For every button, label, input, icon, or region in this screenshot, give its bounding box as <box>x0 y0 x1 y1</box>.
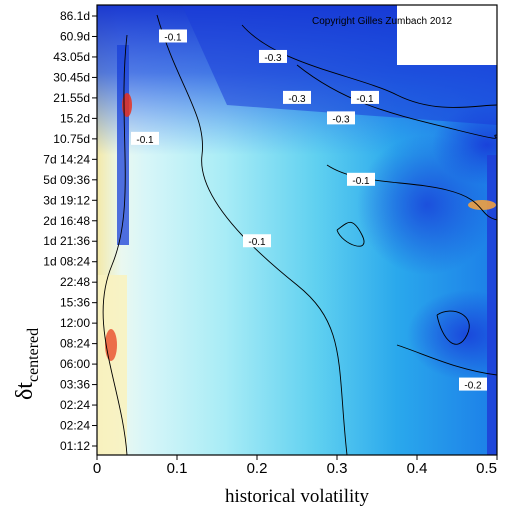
heatmap-blob-high <box>432 105 497 185</box>
y-tick-label: 30.45d <box>53 70 90 84</box>
y-tick-label: 86.1d <box>60 9 90 23</box>
x-axis: 0 0.1 0.2 0.3 0.4 0.5 <box>93 455 498 477</box>
contour-label-text: -0.2 <box>464 381 482 392</box>
contour-label: -0.1 <box>347 172 375 187</box>
contour-line <box>436 310 470 345</box>
heatmap-empty-corner <box>397 5 497 65</box>
y-tick-label: 03:36 <box>60 378 90 392</box>
contour-label: -0.1 <box>131 131 159 146</box>
contour-label: -0.2 <box>459 377 487 392</box>
contour-label-bg <box>351 90 379 104</box>
contour-label: -0.3 <box>283 90 311 105</box>
y-tick-label: 7d 14:24 <box>43 152 90 166</box>
contour-line <box>102 34 128 455</box>
contour-label-text: -0.3 <box>332 114 350 125</box>
y-tick-label: 01:12 <box>60 439 90 453</box>
heatmap-right-edge <box>487 155 497 455</box>
y-tick-label: 10.75d <box>53 132 90 146</box>
contour-label: -0.1 <box>243 234 271 248</box>
x-tick-label: 0 <box>93 460 101 477</box>
contour-label-text: -0.1 <box>356 94 374 105</box>
copyright-text: Copyright Gilles Zumbach 2012 <box>312 16 453 27</box>
x-tick-label: 0.3 <box>327 460 348 477</box>
y-tick-label: 12:00 <box>60 316 90 330</box>
contour-label-bg <box>131 131 159 145</box>
contour-label-bg <box>459 377 487 391</box>
y-tick-label: 02:24 <box>60 398 90 412</box>
contour-labels: -0.1 -0.3 -0.3 -0.3 -0.1 -0.1 -0.1 -0.2 -0.1 <box>131 29 487 392</box>
contour-label-text: -0.3 <box>288 94 306 105</box>
x-tick-label: 0.5 <box>476 460 497 477</box>
y-axis-title: δtcentered <box>12 328 42 400</box>
y-axis: 86.1d 60.9d 43.05d 30.45d 21.55d 15.2d 10.75d 7… <box>43 9 97 453</box>
contour-line <box>156 14 348 455</box>
y-tick-label: 1d 21:36 <box>43 234 90 248</box>
x-tick-label: 0.2 <box>247 460 268 477</box>
contour-label-text: -0.1 <box>164 32 182 43</box>
y-tick-label: 5d 09:36 <box>43 173 90 187</box>
contour-label-bg <box>347 172 375 186</box>
contour-label-bg <box>327 111 355 125</box>
y-tick-label: 2d 16:48 <box>43 214 90 228</box>
y-tick-label: 21.55d <box>53 91 90 105</box>
heatmap-blob-low <box>407 290 497 380</box>
contour-label-text: -0.1 <box>248 237 266 248</box>
y-tick-label: 15.2d <box>60 111 90 125</box>
heatmap-hot-spot-upper <box>122 93 132 117</box>
y-tick-label: 15:36 <box>60 296 90 310</box>
heatmap-left-warm <box>97 275 127 455</box>
heatmap-hot-spot-lower <box>105 329 117 361</box>
plot-frame <box>96 4 498 456</box>
heatmap-left-blue-strip <box>117 45 129 245</box>
y-tick-label: 60.9d <box>60 29 90 43</box>
y-tick-label: 3d 19:12 <box>43 193 90 207</box>
contour-label: -0.3 <box>327 111 355 125</box>
y-tick-label: 43.05d <box>53 50 90 64</box>
y-tick-label: 02:24 <box>60 419 90 433</box>
contour-line <box>296 64 497 139</box>
y-tick-label: 06:00 <box>60 357 90 371</box>
y-tick-label: 08:24 <box>60 337 90 351</box>
heatmap-plot-area <box>97 5 497 455</box>
contour-line <box>396 344 497 376</box>
y-tick-label: 22:48 <box>60 275 90 289</box>
x-axis-title: historical volatility <box>225 486 370 507</box>
y-axis-title-subscript: centered <box>25 328 42 382</box>
contour-label: -0.1 <box>351 90 379 105</box>
heatmap-hot-spot-right <box>468 200 496 210</box>
y-axis-title-main: δt <box>12 382 38 400</box>
x-tick-label: 0.4 <box>407 460 428 477</box>
svg-text:δtcentered: δtcentered <box>12 328 42 400</box>
x-tick-label: 0.1 <box>167 460 188 477</box>
contour-label: -0.1 <box>159 29 187 43</box>
contour-label-bg <box>283 90 311 104</box>
contour-line <box>336 221 365 247</box>
contour-label-text: -0.1 <box>352 176 370 187</box>
contour-label-bg <box>259 49 287 63</box>
contour-label-text: -0.3 <box>264 53 282 64</box>
contour-label-text: -0.1 <box>136 135 154 146</box>
contour-label-bg <box>159 29 187 43</box>
y-tick-label: 1d 08:24 <box>43 255 90 269</box>
contour-label: -0.3 <box>259 49 287 64</box>
contour-label-bg <box>243 234 271 248</box>
